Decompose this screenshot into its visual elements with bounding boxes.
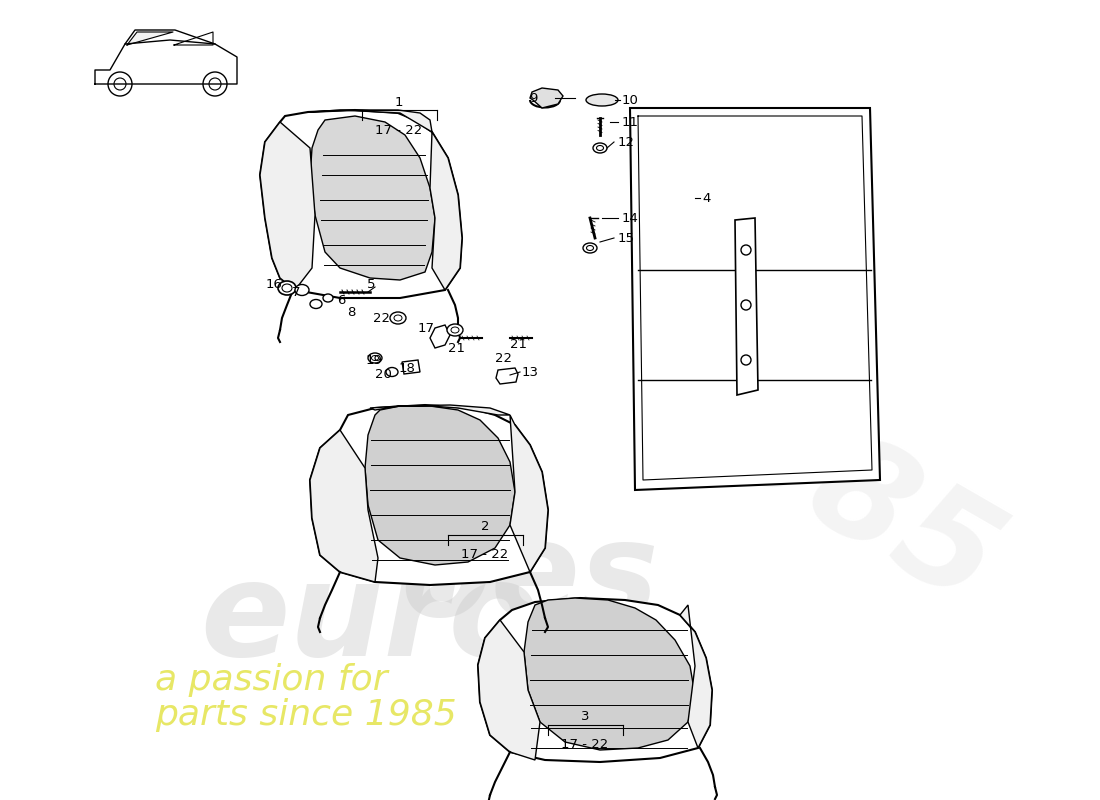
Ellipse shape (372, 355, 378, 361)
Text: 17 - 22: 17 - 22 (561, 738, 608, 751)
Ellipse shape (451, 327, 459, 333)
Text: parts since 1985: parts since 1985 (155, 698, 456, 732)
Text: 17 - 22: 17 - 22 (375, 123, 422, 137)
Text: 10: 10 (621, 94, 639, 106)
Polygon shape (402, 360, 420, 374)
Circle shape (114, 78, 126, 90)
Ellipse shape (447, 324, 463, 336)
Text: 13: 13 (522, 366, 539, 378)
Text: oes: oes (400, 517, 659, 643)
Text: 3: 3 (581, 710, 590, 723)
Text: 5: 5 (366, 278, 375, 291)
Text: 14: 14 (621, 211, 639, 225)
Text: a passion for: a passion for (155, 663, 387, 697)
Text: 6: 6 (337, 294, 345, 306)
Polygon shape (365, 406, 515, 565)
Polygon shape (530, 88, 563, 108)
Text: 21: 21 (448, 342, 465, 354)
Circle shape (741, 245, 751, 255)
Text: 9: 9 (529, 91, 538, 105)
Text: 21: 21 (510, 338, 527, 351)
Polygon shape (430, 132, 462, 290)
Polygon shape (310, 430, 378, 582)
Ellipse shape (596, 146, 604, 150)
Polygon shape (310, 116, 435, 280)
Text: 11: 11 (621, 115, 639, 129)
Ellipse shape (282, 284, 292, 292)
Text: 1: 1 (395, 95, 404, 109)
Text: 17 - 22: 17 - 22 (461, 549, 508, 562)
Text: 1985: 1985 (619, 325, 1021, 635)
Circle shape (741, 300, 751, 310)
Polygon shape (478, 598, 712, 762)
Ellipse shape (586, 246, 594, 250)
Ellipse shape (583, 243, 597, 253)
Circle shape (108, 72, 132, 96)
Ellipse shape (593, 143, 607, 153)
Text: euro: euro (200, 557, 539, 683)
Circle shape (741, 355, 751, 365)
Polygon shape (680, 605, 712, 748)
Polygon shape (496, 368, 518, 384)
Text: 7: 7 (292, 286, 300, 298)
Text: 8: 8 (346, 306, 355, 318)
Ellipse shape (368, 353, 382, 363)
Ellipse shape (310, 299, 322, 309)
Text: 4: 4 (702, 191, 711, 205)
Text: 18: 18 (398, 362, 415, 374)
Text: 19: 19 (365, 354, 382, 366)
Polygon shape (310, 110, 432, 132)
Text: 22: 22 (495, 351, 512, 365)
Ellipse shape (323, 294, 333, 302)
Text: 20: 20 (375, 369, 392, 382)
Polygon shape (478, 620, 540, 760)
Text: 2: 2 (481, 521, 490, 534)
Polygon shape (310, 405, 548, 585)
Polygon shape (510, 415, 548, 572)
Polygon shape (430, 325, 450, 348)
Polygon shape (524, 598, 695, 750)
Polygon shape (630, 108, 880, 490)
Circle shape (209, 78, 221, 90)
Text: 17: 17 (418, 322, 434, 334)
Polygon shape (260, 122, 315, 290)
Ellipse shape (586, 94, 618, 106)
Polygon shape (126, 32, 173, 45)
Ellipse shape (394, 315, 402, 321)
Ellipse shape (295, 285, 309, 295)
Text: 16: 16 (265, 278, 282, 291)
Polygon shape (735, 218, 758, 395)
Circle shape (204, 72, 227, 96)
Ellipse shape (390, 312, 406, 324)
Text: 12: 12 (618, 135, 635, 149)
Ellipse shape (386, 367, 398, 377)
Ellipse shape (278, 281, 296, 295)
Polygon shape (370, 405, 510, 415)
Text: 15: 15 (618, 231, 635, 245)
Text: 22: 22 (373, 311, 390, 325)
Polygon shape (260, 110, 462, 298)
